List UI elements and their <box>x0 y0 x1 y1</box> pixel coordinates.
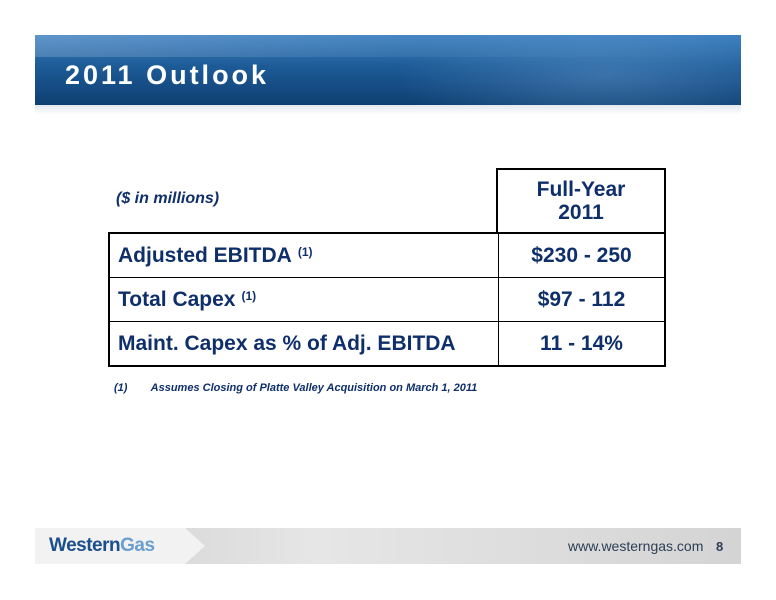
table-row: Adjusted EBITDA (1) $230 - 250 <box>110 234 664 277</box>
logo-word-gas: Gas <box>120 535 155 556</box>
footer-bar: WesternGas www.westerngas.com 8 <box>35 528 741 564</box>
logo-panel: WesternGas <box>35 528 185 564</box>
footnote: (1) Assumes Closing of Platte Valley Acq… <box>114 382 477 394</box>
row-label: Total Capex <box>118 287 236 311</box>
table-row: Total Capex (1) $97 - 112 <box>110 277 664 321</box>
row-label-cell: Maint. Capex as % of Adj. EBITDA <box>110 322 498 365</box>
footnote-ref: (1) <box>241 288 257 303</box>
row-value: $97 - 112 <box>498 278 664 321</box>
title-banner: 2011 Outlook <box>35 35 741 105</box>
western-gas-logo: WesternGas <box>49 535 155 557</box>
footnote-marker: (1) <box>114 382 128 394</box>
column-header: Full-Year 2011 <box>496 168 666 232</box>
row-label-cell: Adjusted EBITDA (1) <box>110 234 498 277</box>
outlook-table: Adjusted EBITDA (1) $230 - 250 Total Cap… <box>108 232 666 367</box>
table-row: Maint. Capex as % of Adj. EBITDA 11 - 14… <box>110 321 664 365</box>
chevron-divider <box>185 528 205 564</box>
footnote-ref: (1) <box>297 244 313 259</box>
row-value: $230 - 250 <box>498 234 664 277</box>
row-value: 11 - 14% <box>498 322 664 365</box>
website-url[interactable]: www.westerngas.com <box>568 538 704 554</box>
row-label-cell: Total Capex (1) <box>110 278 498 321</box>
column-header-line2: 2011 <box>558 201 604 224</box>
logo-word-western: Western <box>49 535 121 556</box>
row-label: Maint. Capex as % of Adj. EBITDA <box>118 331 456 355</box>
row-label: Adjusted EBITDA <box>118 243 292 267</box>
column-header-line1: Full-Year <box>536 178 626 201</box>
footnote-text: Assumes Closing of Platte Valley Acquisi… <box>150 382 478 394</box>
slide-title: 2011 Outlook <box>65 60 270 90</box>
page-number: 8 <box>716 539 724 554</box>
title-divider <box>35 105 741 115</box>
units-label: ($ in millions) <box>116 190 220 207</box>
